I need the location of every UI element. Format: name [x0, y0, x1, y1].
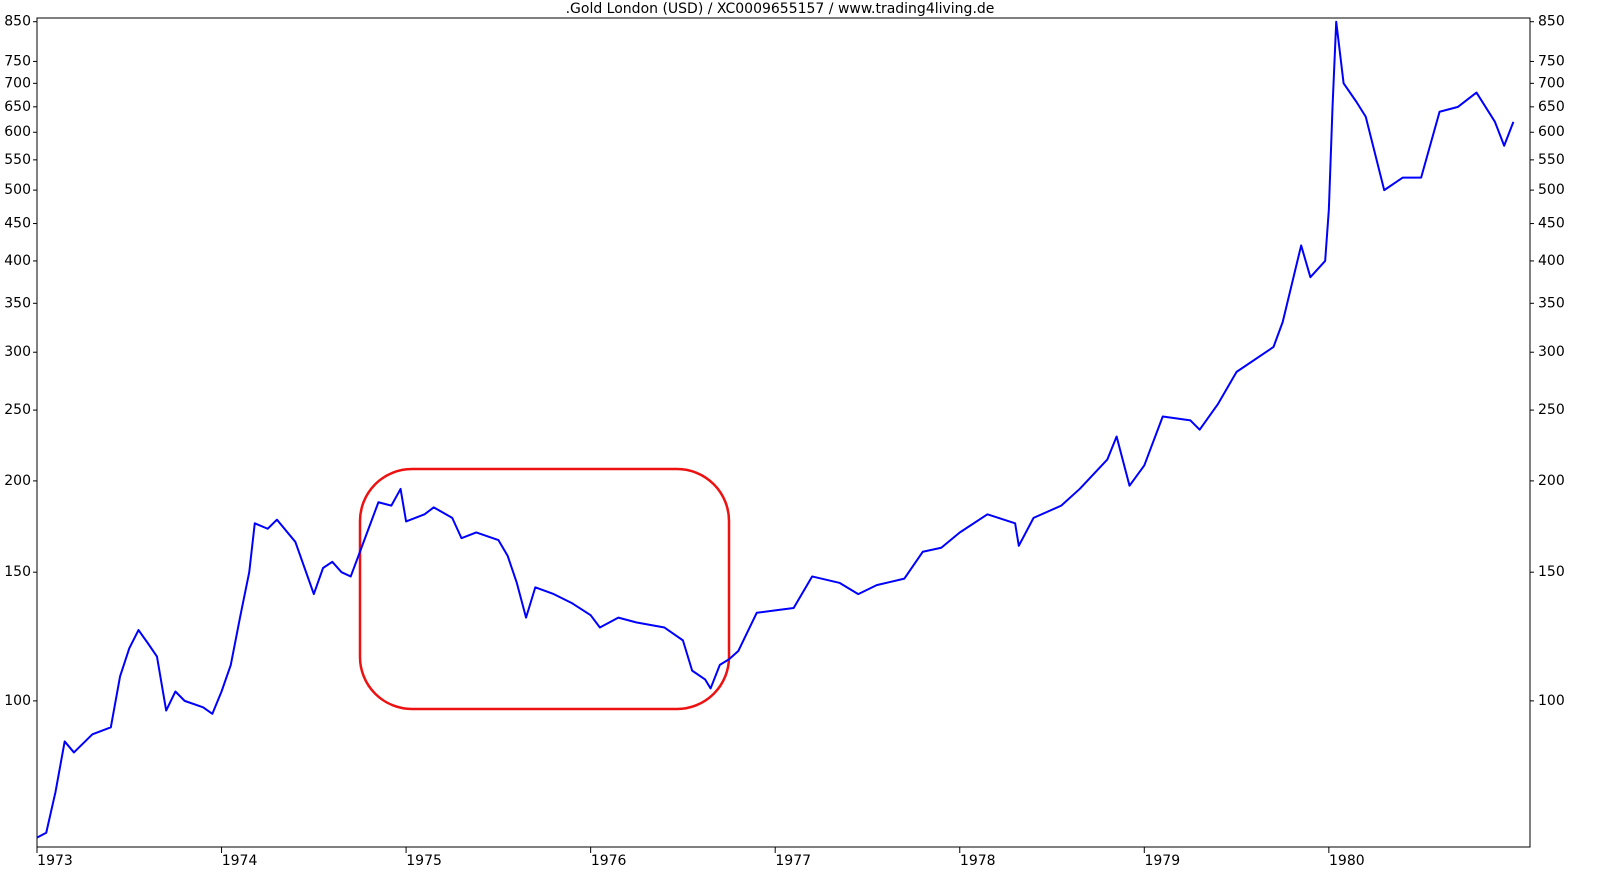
- y2-tick-label: 300: [1538, 344, 1565, 360]
- y2-tick-label: 250: [1538, 402, 1565, 418]
- y-tick-label: 650: [4, 99, 31, 115]
- y-tick-label: 850: [4, 14, 31, 30]
- y-tick-label: 150: [4, 564, 31, 580]
- y2-tick-label: 150: [1538, 564, 1565, 580]
- plot-frame: [36, 17, 1531, 848]
- y2-tick-label: 850: [1538, 14, 1565, 30]
- y2-tick-label: 500: [1538, 182, 1565, 198]
- highlight-box: [358, 467, 731, 711]
- price-line: [36, 20, 1515, 839]
- x-tick-label: 1977: [775, 853, 811, 869]
- y-tick-label: 700: [4, 75, 31, 91]
- y-tick-label: 600: [4, 124, 31, 140]
- y2-tick-label: 350: [1538, 295, 1565, 311]
- x-tick-label: 1974: [222, 853, 258, 869]
- x-tick-label: 1976: [591, 853, 627, 869]
- y-tick-label: 550: [4, 152, 31, 168]
- y-tick-label: 250: [4, 402, 31, 418]
- y2-tick-label: 600: [1538, 124, 1565, 140]
- y2-tick-label: 550: [1538, 152, 1565, 168]
- x-tick-label: 1973: [37, 853, 73, 869]
- y-tick-label: 450: [4, 216, 31, 232]
- y-tick-label: 200: [4, 473, 31, 489]
- x-tick-label: 1980: [1329, 853, 1365, 869]
- y-tick-label: 500: [4, 182, 31, 198]
- y2-tick-label: 700: [1538, 75, 1565, 91]
- y-tick-label: 750: [4, 53, 31, 69]
- x-tick-label: 1975: [406, 853, 442, 869]
- y-tick-label: 100: [4, 693, 31, 709]
- y2-tick-label: 450: [1538, 216, 1565, 232]
- x-tick-label: 1979: [1144, 853, 1180, 869]
- y2-tick-label: 400: [1538, 253, 1565, 269]
- y-tick-label: 400: [4, 253, 31, 269]
- y2-tick-label: 750: [1538, 53, 1565, 69]
- y-tick-label: 300: [4, 344, 31, 360]
- y-tick-label: 350: [4, 295, 31, 311]
- chart-title: .Gold London (USD) / XC0009655157 / www.…: [566, 1, 995, 17]
- x-tick-label: 1978: [960, 853, 996, 869]
- y2-tick-label: 650: [1538, 99, 1565, 115]
- y2-tick-label: 200: [1538, 473, 1565, 489]
- y2-tick-label: 100: [1538, 693, 1565, 709]
